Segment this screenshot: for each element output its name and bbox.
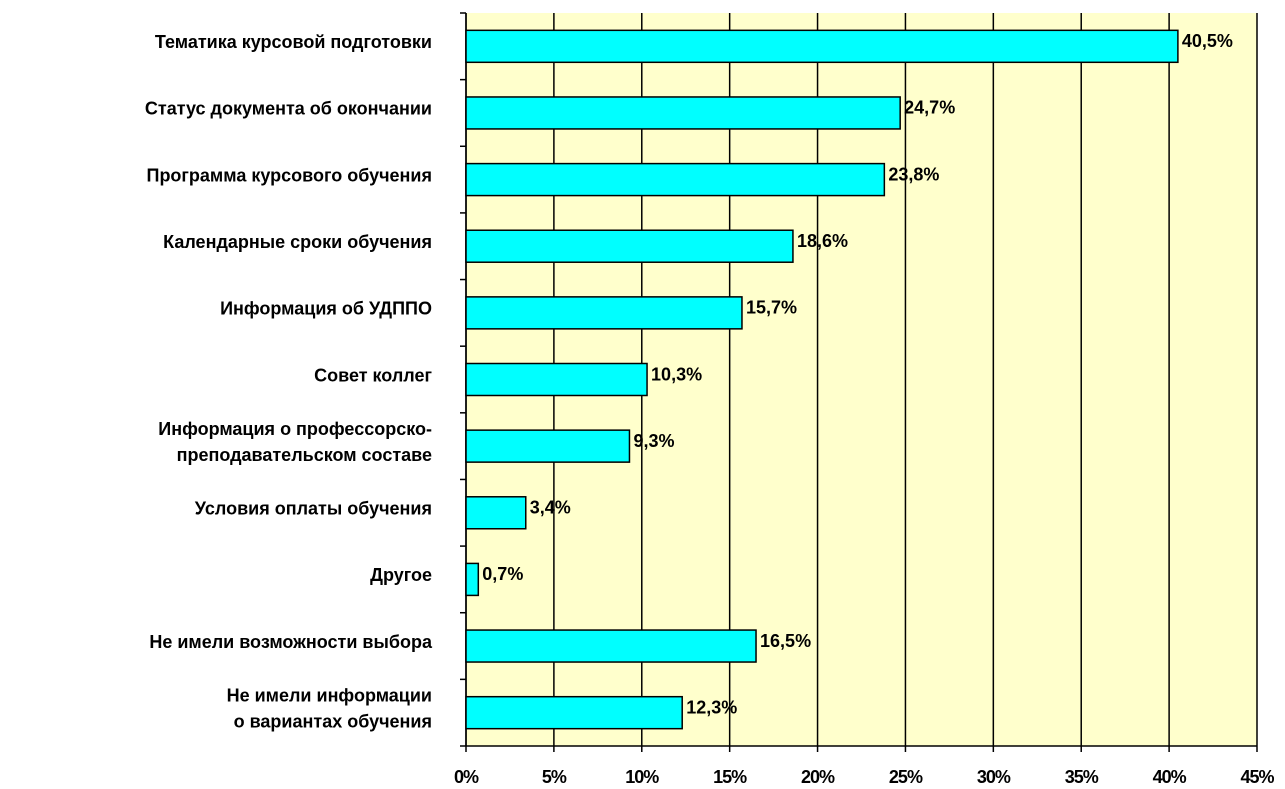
value-label: 18,6% — [797, 231, 848, 251]
x-tick-label: 5% — [542, 767, 567, 787]
y-tick-label: Не имели возможности выбора — [149, 632, 433, 652]
value-label: 0,7% — [482, 564, 523, 584]
value-label: 40,5% — [1182, 31, 1233, 51]
bar — [465, 629, 757, 663]
value-label: 16,5% — [760, 631, 811, 651]
x-tick-label: 15% — [713, 767, 747, 787]
bar — [465, 362, 648, 397]
bar — [465, 162, 886, 197]
x-tick-label: 30% — [977, 767, 1011, 787]
y-tick-label: Совет коллег — [314, 365, 432, 385]
bar — [465, 429, 631, 463]
bar — [465, 96, 901, 130]
bar — [465, 296, 743, 330]
bar — [465, 229, 794, 263]
bar — [465, 695, 683, 730]
value-label: 24,7% — [904, 98, 955, 118]
value-label: 15,7% — [746, 298, 797, 318]
value-label: 23,8% — [888, 164, 939, 184]
bar — [465, 29, 1179, 64]
y-tick-label: Не имели информации о вариантах обучения — [227, 685, 432, 731]
y-tick-label: Календарные сроки обучения — [163, 232, 432, 252]
y-tick-label: Статус документа об окончании — [145, 99, 432, 119]
y-tick-label: Условия оплаты обучения — [195, 499, 432, 519]
y-tick-label: Программа курсового обучения — [147, 165, 433, 185]
bar — [465, 562, 480, 597]
x-tick-label: 25% — [889, 767, 923, 787]
x-tick-label: 0% — [454, 767, 479, 787]
y-tick-label: Другое — [370, 565, 432, 585]
x-tick-label: 45% — [1240, 767, 1274, 787]
y-tick-label: Информация о профессорско-преподавательс… — [158, 419, 432, 465]
value-label: 9,3% — [633, 431, 674, 451]
value-label: 10,3% — [651, 364, 702, 384]
x-tick-label: 35% — [1065, 767, 1099, 787]
value-label: 3,4% — [530, 498, 571, 518]
x-tick-label: 20% — [801, 767, 835, 787]
bar — [465, 496, 527, 530]
y-tick-label: Информация об УДППО — [220, 299, 432, 319]
x-tick-label: 10% — [625, 767, 659, 787]
x-tick-label: 40% — [1153, 767, 1187, 787]
value-label: 12,3% — [686, 697, 737, 717]
y-tick-label: Тематика курсовой подготовки — [155, 32, 432, 52]
